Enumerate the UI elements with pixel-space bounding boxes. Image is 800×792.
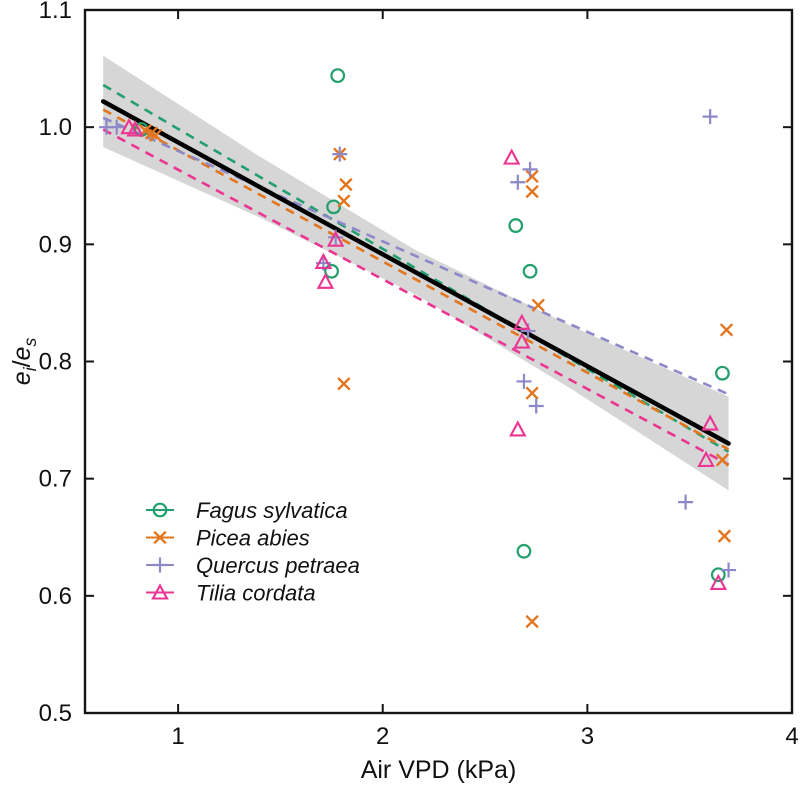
data-point-tilia-cordata [316, 272, 335, 289]
data-point-picea-abies [717, 529, 732, 543]
data-point-fagus-sylvatica [516, 543, 532, 559]
data-point-quercus-petraea [109, 119, 125, 135]
data-point-picea-abies [531, 298, 545, 312]
y-tick-label: 0.8 [39, 349, 72, 376]
data-point-fagus-sylvatica [715, 365, 730, 381]
data-point-picea-abies [525, 614, 539, 629]
data-point-quercus-petraea [528, 398, 544, 414]
data-point-quercus-petraea [702, 109, 718, 125]
data-point-fagus-sylvatica [330, 68, 346, 84]
axes [83, 8, 794, 715]
legend-label: Picea abies [196, 526, 310, 551]
legend-marker-triangle-icon [151, 583, 169, 600]
legend-label: Quercus petraea [196, 553, 360, 578]
y-tick-label: 1.1 [39, 0, 72, 24]
legend-item-fagus-sylvatica: Fagus sylvatica [146, 498, 348, 523]
y-tick-label: 1.0 [39, 114, 72, 141]
data-point-tilia-cordata [502, 148, 521, 165]
x-tick-label: 4 [785, 723, 798, 750]
data-point-tilia-cordata [709, 573, 728, 590]
data-point-quercus-petraea [678, 494, 694, 510]
y-tick-label: 0.6 [39, 583, 72, 610]
data-point-picea-abies [525, 386, 539, 400]
regression-line-quercus-petraea [102, 116, 730, 396]
y-tick-label: 0.7 [39, 466, 72, 493]
data-point-tilia-cordata [701, 414, 719, 431]
legend-marker-plus-icon [152, 557, 168, 573]
y-axis-title: ei/es [8, 338, 40, 386]
data-point-picea-abies [337, 194, 351, 208]
data-point-picea-abies [148, 128, 163, 143]
data-point-tilia-cordata [697, 450, 715, 467]
legend-marker-circle-icon [152, 502, 168, 518]
legend-item-picea-abies: Picea abies [146, 526, 310, 551]
y-tick-label: 0.5 [39, 700, 72, 727]
x-tick-label: 1 [171, 723, 184, 750]
data-point-quercus-petraea [516, 373, 532, 389]
data-point-picea-abies [525, 184, 539, 199]
regression-line-tilia-cordata [102, 128, 730, 466]
y-tick-label: 0.9 [39, 231, 72, 258]
data-point-fagus-sylvatica [508, 218, 524, 233]
data-point-picea-abies [715, 453, 730, 467]
data-point-fagus-sylvatica [522, 263, 538, 279]
x-axis-title: Air VPD (kPa) [361, 756, 517, 784]
data-point-picea-abies [339, 177, 353, 192]
legend-marker-x-icon [153, 530, 167, 545]
x-tick-label: 2 [376, 723, 389, 750]
legend-label: Tilia cordata [196, 581, 316, 606]
series-fagus-sylvatica [133, 68, 730, 583]
regression-line-overall [100, 99, 731, 446]
data-point-tilia-cordata [509, 420, 527, 437]
legend-item-quercus-petraea: Quercus petraea [146, 553, 360, 578]
data-point-fagus-sylvatica [710, 567, 726, 583]
data-point-quercus-petraea [332, 146, 348, 162]
data-point-quercus-petraea [721, 562, 737, 578]
data-point-tilia-cordata [314, 252, 333, 269]
data-point-quercus-petraea [510, 174, 526, 190]
data-point-tilia-cordata [513, 313, 531, 330]
legend-item-tilia-cordata: Tilia cordata [146, 581, 316, 606]
legend-label: Fagus sylvatica [196, 498, 348, 523]
data-point-fagus-sylvatica [326, 199, 342, 215]
regression-line-fagus-sylvatica [102, 83, 730, 453]
data-point-tilia-cordata [126, 120, 144, 137]
x-tick-label: 3 [581, 723, 594, 750]
data-point-tilia-cordata [513, 332, 531, 349]
data-point-picea-abies [525, 169, 539, 184]
regression-line-picea-abies [102, 108, 730, 451]
data-point-fagus-sylvatica [324, 263, 339, 279]
data-point-picea-abies [719, 323, 734, 337]
series-tilia-cordata [120, 117, 728, 590]
data-point-picea-abies [337, 377, 351, 391]
data-point-quercus-petraea [522, 161, 538, 177]
data-point-tilia-cordata [326, 230, 345, 247]
